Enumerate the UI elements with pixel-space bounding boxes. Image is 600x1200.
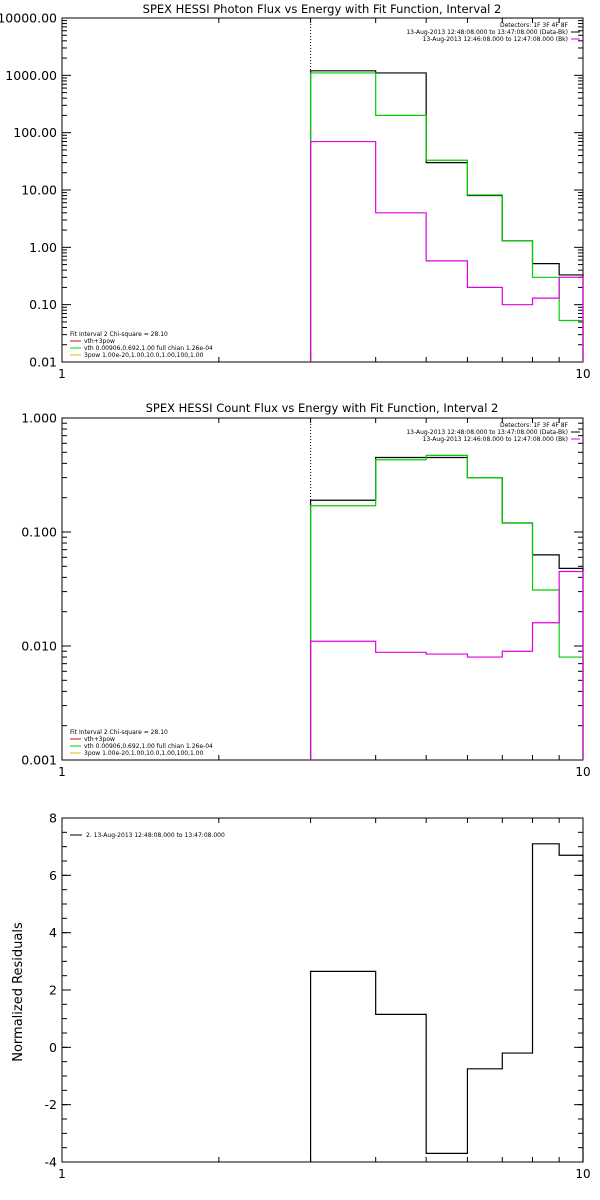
residuals-y-axis-label: Normalized Residuals	[11, 922, 26, 1062]
plot-frame	[61, 817, 584, 1163]
count-flux-legend-fit: Fit Interval 2 Chi-square = 28.10vth+3po…	[70, 729, 213, 757]
y-tick-label: 0.100	[21, 525, 57, 540]
x-tick-label: 10	[575, 367, 590, 381]
residuals-panel: Normalized Residuals 1 10 8 6 4 2 0 -2 -4 2. 13-…	[11, 811, 591, 1182]
series-step-line	[309, 843, 584, 1162]
photon-flux-legend-fit: Fit Interval 2 Chi-square = 28.10vth+3po…	[70, 331, 213, 359]
y-tick-label: 1.00	[29, 240, 57, 255]
count-flux-panel: SPEX HESSI Count Flux vs Energy with Fit…	[21, 401, 590, 779]
series-step-line	[309, 456, 584, 760]
legend-tr-text: 13-Aug-2013 12:46:08.000 to 12:47:08.000…	[423, 36, 568, 43]
photon-flux-panel: SPEX HESSI Photon Flux vs Energy with Fi…	[0, 2, 591, 381]
y-tick-label: 1000.00	[5, 68, 57, 83]
series-step-line	[309, 70, 584, 362]
x-tick-label: 1	[58, 367, 66, 381]
x-tick-label: 10	[575, 765, 590, 779]
legend-bl-text: vth+3pow	[84, 338, 115, 345]
x-tick-label: 1	[58, 1167, 66, 1181]
legend-tr-text: 13-Aug-2013 12:48:08.000 to 13:47:08.000…	[406, 29, 568, 36]
y-tick-label: 0.10	[29, 297, 57, 312]
y-tick-label: -4	[45, 1155, 58, 1170]
legend-bl-text: vth 0.00906,0.692,1.00 full chian 1.26e-…	[84, 743, 213, 750]
plot-frame	[61, 17, 584, 363]
y-tick-label: 0	[49, 1040, 57, 1055]
legend-tr-text: Detectors: 1F 3F 4F 8F	[500, 22, 569, 29]
series-step-line	[309, 454, 584, 760]
legend-tr-text: 13-Aug-2013 12:48:08.000 to 13:47:08.000…	[406, 429, 568, 436]
legend-tl-text: 2. 13-Aug-2013 12:48:08.000 to 13:47:08.…	[86, 832, 225, 839]
legend-bl-text: 3pow 1.00e-20,1.00,10.0,1.00,100,1.00	[84, 750, 204, 757]
legend-bl-text: Fit Interval 2 Chi-square = 28.10	[70, 729, 168, 736]
y-tick-label: -2	[45, 1097, 57, 1112]
y-tick-label: 0.001	[21, 753, 57, 768]
legend-bl-text: Fit Interval 2 Chi-square = 28.10	[70, 331, 168, 338]
legend-bl-text: vth+3pow	[84, 736, 115, 743]
y-tick-label: 10000.00	[0, 11, 57, 26]
legend-bl-text: vth 0.00906,0.692,1.00 full chian 1.26e-…	[84, 345, 213, 352]
legend-bl-text: 3pow 1.00e-20,1.00,10.0,1.00,100,1.00	[84, 352, 204, 359]
plot-frame	[61, 417, 584, 761]
y-tick-label: 8	[49, 811, 57, 826]
photon-flux-series	[309, 70, 584, 362]
x-tick-label: 10	[575, 1167, 590, 1181]
y-tick-label: 100.00	[13, 125, 57, 140]
count-flux-series	[309, 454, 584, 760]
count-flux-axes: 1 10 1.000 0.100 0.010 0.001	[21, 411, 590, 780]
y-tick-label: 1.000	[21, 411, 57, 426]
residuals-legend: 2. 13-Aug-2013 12:48:08.000 to 13:47:08.…	[70, 832, 225, 839]
photon-flux-title: SPEX HESSI Photon Flux vs Energy with Fi…	[143, 2, 502, 16]
residuals-axes: 1 10 8 6 4 2 0 -2 -4	[45, 811, 591, 1182]
y-tick-label: 0.01	[29, 355, 57, 370]
y-tick-label: 0.010	[21, 639, 57, 654]
legend-tr-text: Detectors: 1F 3F 4F 8F	[500, 422, 569, 429]
legend-tr-text: 13-Aug-2013 12:46:08.000 to 12:47:08.000…	[423, 436, 568, 443]
photon-flux-axes: 1 10 10000.00 1000.00 100.00 10.00 1.00 0.10 0.0…	[0, 11, 591, 382]
y-tick-label: 2	[49, 983, 57, 998]
series-step-line	[309, 570, 584, 760]
count-flux-title: SPEX HESSI Count Flux vs Energy with Fit…	[146, 401, 499, 415]
series-step-line	[309, 140, 584, 362]
x-tick-label: 1	[58, 765, 66, 779]
y-tick-label: 6	[49, 868, 57, 883]
y-tick-label: 10.00	[21, 183, 57, 198]
residuals-series	[309, 843, 584, 1162]
series-step-line	[309, 72, 584, 362]
y-tick-label: 4	[49, 925, 57, 940]
